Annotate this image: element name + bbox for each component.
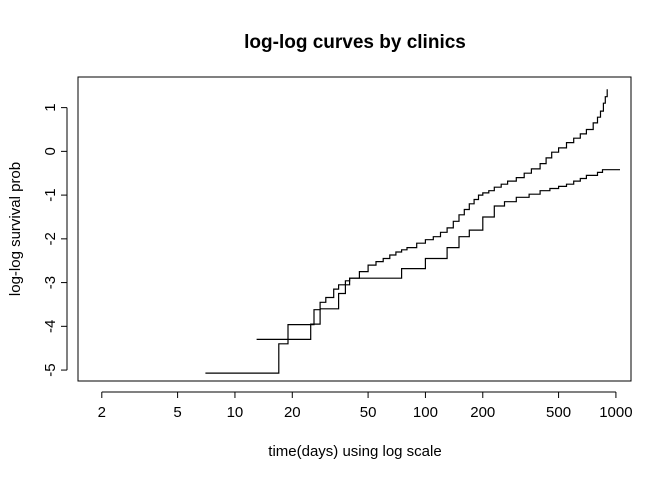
plot-frame: [77, 76, 632, 382]
x-tick-label: 10: [227, 404, 244, 421]
y-tick-label: -2: [42, 232, 59, 245]
x-tick-label: 500: [546, 404, 571, 421]
y-tick-label: 0: [42, 147, 59, 155]
x-tick-label: 2: [98, 404, 106, 421]
y-axis-label: log-log survival prob: [7, 162, 24, 296]
x-tick-label: 100: [413, 404, 438, 421]
x-axis: 2 5 10 20 50 100 200 500 1000: [98, 391, 633, 421]
y-tick-label: -1: [42, 188, 59, 201]
x-tick-label: 50: [360, 404, 377, 421]
series-line-1: [205, 89, 608, 374]
y-tick-label: 1: [42, 103, 59, 111]
series-line-2: [256, 169, 620, 340]
x-tick-label: 5: [173, 404, 181, 421]
y-tick-label: -5: [42, 363, 59, 376]
y-tick-label: -4: [42, 320, 59, 333]
x-tick-label: 200: [470, 404, 495, 421]
y-axis: -5 -4 -3 -2 -1 0 1: [42, 103, 68, 377]
x-tick-label: 1000: [599, 404, 632, 421]
chart-title: log-log curves by clinics: [244, 32, 466, 53]
series-group: [205, 89, 620, 374]
y-tick-label: -3: [42, 276, 59, 289]
x-tick-label: 20: [284, 404, 301, 421]
x-axis-label: time(days) using log scale: [268, 443, 441, 460]
